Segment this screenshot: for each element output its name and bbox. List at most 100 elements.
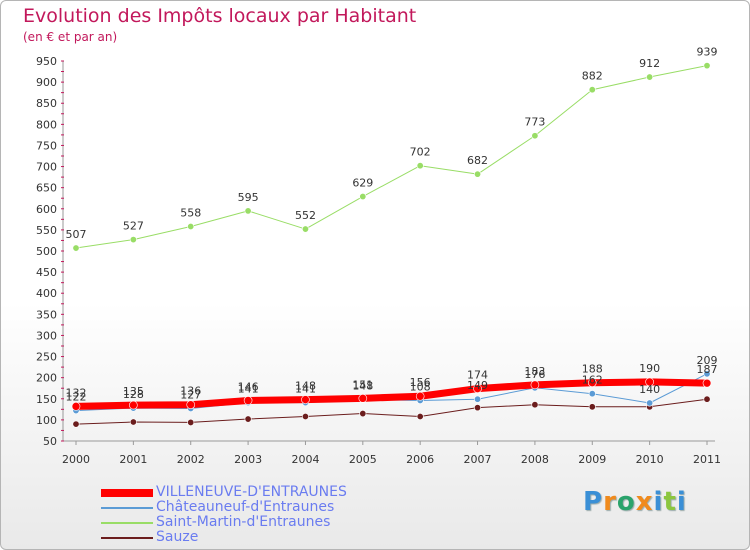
data-point <box>416 413 424 421</box>
y-tick-label: 800 <box>36 118 57 131</box>
data-point <box>702 378 712 388</box>
x-tick-label: 2003 <box>234 453 262 466</box>
logo-letter: r <box>603 487 617 517</box>
data-point <box>588 390 596 398</box>
series-line <box>72 378 711 410</box>
data-point <box>531 401 539 409</box>
data-label: 135 <box>123 385 144 398</box>
data-point <box>244 415 252 423</box>
y-tick-label: 350 <box>36 308 57 321</box>
logo-letter: i <box>676 487 687 517</box>
data-point <box>474 404 482 412</box>
y-tick-label: 50 <box>43 435 57 448</box>
data-label: 507 <box>66 228 87 241</box>
data-point <box>703 370 711 378</box>
legend: VILLENEUVE-D'ENTRAUNES Châteauneuf-d'Entr… <box>101 484 401 545</box>
data-point <box>473 384 482 393</box>
y-tick-label: 450 <box>36 266 57 279</box>
legend-item: Sauze <box>101 529 401 545</box>
data-point <box>71 402 81 411</box>
axes: 50 100 150 200 250 300 350 400 450 500 550 600 650 70… <box>36 55 721 466</box>
legend-item: Châteauneuf-d'Entraunes <box>101 499 401 515</box>
logo-letter: t <box>663 487 677 517</box>
y-tick-label: 950 <box>36 55 57 68</box>
y-tick-label: 900 <box>36 76 57 89</box>
data-label: 558 <box>180 207 201 220</box>
data-label: 527 <box>123 220 144 233</box>
legend-label: VILLENEUVE-D'ENTRAUNES <box>156 484 347 500</box>
series-layer <box>71 62 712 428</box>
legend-item: Saint-Martin-d'Entraunes <box>101 514 401 530</box>
data-label: 939 <box>697 46 718 59</box>
series-line <box>75 65 708 249</box>
data-point <box>587 378 597 388</box>
y-tick-label: 600 <box>36 203 57 216</box>
x-tick-label: 2002 <box>177 453 205 466</box>
y-tick-label: 150 <box>36 393 57 406</box>
legend-swatch <box>101 507 153 509</box>
data-label: 882 <box>582 70 603 83</box>
x-tick-label: 2008 <box>521 453 549 466</box>
data-point <box>703 395 711 403</box>
data-label: 122 <box>66 391 87 404</box>
data-label: 702 <box>410 146 431 159</box>
data-point <box>588 403 596 411</box>
data-point <box>72 420 80 428</box>
data-label: 141 <box>238 383 259 396</box>
y-tick-label: 400 <box>36 287 57 300</box>
chart-title: Evolution des Impôts locaux par Habitant <box>23 5 417 27</box>
x-tick-label: 2010 <box>636 453 664 466</box>
series-line <box>75 398 708 425</box>
data-point <box>416 162 424 170</box>
data-point <box>474 395 482 403</box>
y-tick-label: 650 <box>36 182 57 195</box>
data-point <box>187 418 195 426</box>
data-point <box>530 380 540 390</box>
legend-label: Saint-Martin-d'Entraunes <box>156 514 331 530</box>
y-tick-label: 250 <box>36 351 57 364</box>
data-point <box>531 132 539 140</box>
data-point <box>186 400 196 409</box>
data-label: 176 <box>524 368 545 381</box>
data-point <box>588 86 596 94</box>
data-label: 149 <box>467 379 488 392</box>
data-label: 136 <box>180 385 201 398</box>
x-tick-label: 2004 <box>291 453 319 466</box>
data-point <box>474 170 482 178</box>
data-label: 108 <box>410 380 431 393</box>
y-tick-label: 700 <box>36 161 57 174</box>
y-tick-label: 300 <box>36 329 57 342</box>
logo-letter: o <box>616 487 636 517</box>
legend-item: VILLENEUVE-D'ENTRAUNES <box>101 484 401 500</box>
data-label: 183 <box>524 365 545 378</box>
y-tick-label: 100 <box>36 414 57 427</box>
data-label: 629 <box>352 177 373 190</box>
data-label: 132 <box>66 386 87 399</box>
data-label: 912 <box>639 57 660 70</box>
legend-swatch <box>101 522 153 524</box>
data-point <box>703 62 711 70</box>
data-point <box>646 73 654 81</box>
data-label: 148 <box>352 380 373 393</box>
data-label: 128 <box>123 388 144 401</box>
legend-label: Sauze <box>156 529 199 545</box>
data-point <box>359 410 367 418</box>
y-tick-label: 500 <box>36 245 57 258</box>
data-label: 209 <box>697 354 718 367</box>
logo-letter: i <box>653 487 664 517</box>
data-point <box>187 223 195 231</box>
y-tick-label: 850 <box>36 97 57 110</box>
data-label: 174 <box>467 369 488 382</box>
data-label: 141 <box>295 383 316 396</box>
data-label: 595 <box>238 191 259 204</box>
x-tick-label: 2005 <box>349 453 377 466</box>
data-label: 148 <box>295 380 316 393</box>
chart-subtitle: (en € et par an) <box>23 30 118 44</box>
legend-label: Châteauneuf-d'Entraunes <box>156 499 335 515</box>
data-label: 156 <box>410 376 431 389</box>
data-point <box>129 418 137 426</box>
y-tick-label: 200 <box>36 372 57 385</box>
data-point <box>359 193 367 201</box>
